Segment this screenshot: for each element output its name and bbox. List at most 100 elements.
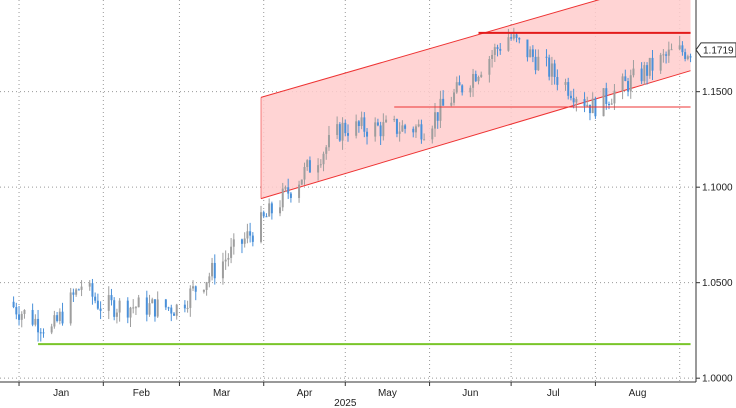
candle-up: [118, 300, 121, 313]
candle-up: [211, 262, 214, 277]
candle-up: [648, 57, 651, 76]
candle-down: [287, 187, 290, 194]
candle-up: [268, 203, 271, 217]
candle-up: [115, 312, 118, 317]
candle-up: [550, 63, 553, 77]
candle-down: [442, 98, 445, 106]
candle-down: [96, 300, 99, 309]
candle-up: [586, 104, 589, 107]
candle-down: [458, 82, 461, 86]
candle-down: [77, 289, 80, 291]
candle-down: [61, 311, 64, 324]
candle-up: [670, 49, 673, 51]
last-price-badge: [695, 42, 736, 58]
candle-up: [227, 257, 230, 260]
candle-up: [678, 45, 681, 50]
candle-down: [56, 315, 59, 322]
candle-down: [548, 57, 551, 77]
candle-up: [303, 167, 306, 180]
candle-down: [94, 296, 97, 301]
candle-up: [88, 283, 91, 287]
candle-down: [194, 286, 197, 292]
candle-down: [567, 82, 570, 96]
candle-up: [507, 37, 510, 51]
candle-down: [499, 48, 502, 51]
candle-up: [319, 164, 322, 166]
candle-up: [300, 179, 303, 185]
candle-up: [341, 122, 344, 141]
candle-down: [545, 56, 548, 58]
candle-up: [325, 147, 328, 154]
candle-down: [605, 88, 608, 105]
candle-up: [246, 231, 249, 239]
candle-up: [317, 165, 320, 173]
candle-down: [395, 119, 398, 134]
candle-down: [289, 193, 292, 198]
candle-up: [529, 49, 532, 58]
candle-down: [518, 37, 521, 40]
candle-up: [360, 117, 363, 127]
candle-up: [610, 103, 613, 105]
candle-up: [564, 82, 567, 85]
x-tick-label: Feb: [133, 388, 151, 399]
candle-up: [137, 297, 140, 308]
candle-down: [347, 133, 349, 136]
candle-down: [173, 313, 175, 316]
candle-down: [183, 304, 186, 309]
candle-down: [496, 47, 499, 49]
candle-down: [357, 121, 360, 127]
candle-up: [659, 54, 662, 71]
candle-up: [398, 131, 401, 134]
candle-down: [167, 307, 170, 309]
candle-up: [355, 121, 358, 136]
candle-up: [493, 47, 496, 55]
x-tick-label: Jan: [53, 388, 69, 399]
candle-up: [306, 160, 309, 168]
candle-up: [134, 307, 137, 309]
candle-down: [270, 203, 273, 214]
candle-down: [251, 235, 254, 242]
candle-down: [99, 308, 102, 311]
candle-down: [366, 131, 369, 137]
y-tick-label: 1.1000: [702, 183, 733, 194]
candle-up: [629, 75, 632, 92]
candle-down: [113, 300, 116, 317]
candle-up: [591, 98, 594, 114]
candle-down: [608, 104, 610, 106]
candle-up: [537, 56, 540, 71]
candle-up: [423, 139, 426, 141]
x-tick-label: Aug: [629, 388, 647, 399]
candle-up: [221, 261, 224, 279]
candle-up: [208, 276, 211, 283]
candle-down: [170, 307, 173, 314]
candle-down: [31, 309, 34, 325]
candle-up: [186, 307, 189, 309]
candle-down: [308, 160, 311, 173]
candle-up: [662, 54, 665, 56]
candle-down: [665, 54, 668, 56]
candle-down: [569, 95, 572, 99]
candle-up: [189, 288, 192, 308]
candle-up: [414, 126, 417, 133]
x-tick-label: Jul: [547, 388, 560, 399]
trend-channel: [260, 0, 691, 200]
last-price-label: 1.1719: [703, 45, 734, 56]
channel-fill: [261, 0, 691, 199]
candle-up: [232, 239, 235, 247]
candle-up: [477, 76, 480, 82]
candle-down: [18, 314, 21, 320]
x-tick-label: Jun: [462, 388, 478, 399]
candle-down: [627, 81, 630, 92]
candle-down: [39, 332, 42, 334]
candle-up: [175, 304, 178, 316]
candle-up: [243, 238, 246, 244]
year-label: 2025: [334, 398, 357, 408]
candle-up: [279, 207, 282, 214]
candle-up: [205, 282, 208, 290]
candle-up: [224, 259, 227, 262]
candle-up: [450, 102, 453, 106]
candle-up: [336, 124, 339, 136]
x-tick-label: Mar: [213, 388, 231, 399]
